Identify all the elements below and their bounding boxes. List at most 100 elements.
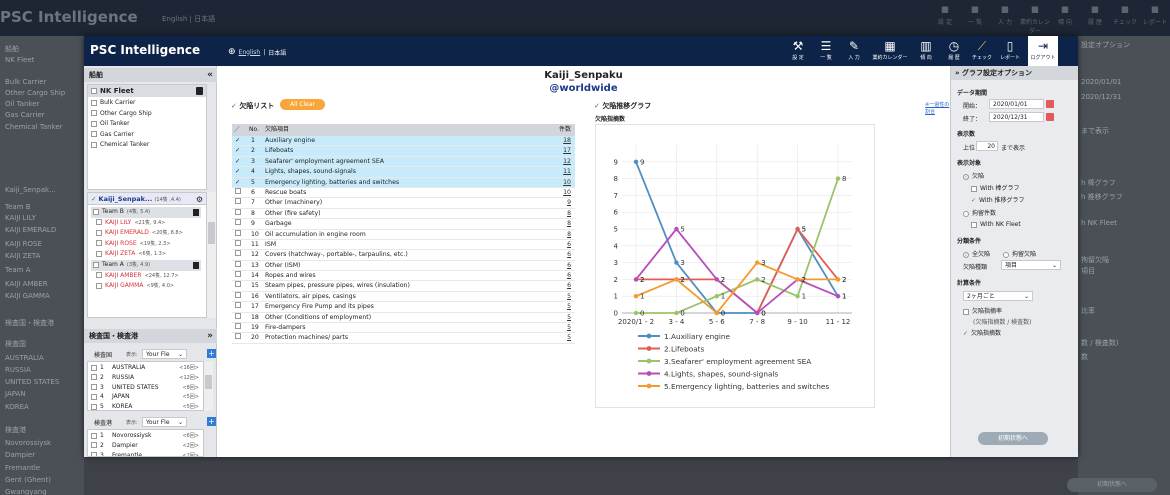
toolbar-list-button[interactable]: ☰ 一 覧 [812,36,840,66]
row-count-link[interactable]: 8 [567,209,571,217]
checkbox[interactable] [93,208,99,215]
ship-row[interactable]: KAIJI LILY <21隻, 9.4> [96,218,206,229]
table-row[interactable]: 10 Oil accumulation in engine room 8 [232,229,575,240]
ports-item[interactable]: 3 Fremantle <2回> [91,451,201,456]
checkbox[interactable] [91,110,97,117]
collapse-left-icon[interactable]: « [207,70,213,80]
fleet-title-row[interactable]: NK Fleet [88,85,206,97]
ship-row[interactable]: KAIJI AMBER <24隻, 12.7> [96,271,206,282]
table-row[interactable]: ✓ 5 Emergency lighting, batteries and swit… [232,177,575,188]
team-info-icon[interactable] [193,209,199,216]
toolbar-document-button[interactable]: ▯ レポート [996,36,1024,66]
table-row[interactable]: ✓ 1 Auxiliary engine 18 [232,136,575,147]
row-count-link[interactable]: 5 [567,334,571,342]
checkbox[interactable] [91,452,97,456]
team-row[interactable]: Team B (4隻, 5.4) [91,207,201,218]
fleet-info-icon[interactable] [196,87,203,95]
toolbar-pen-button[interactable]: ✎ 入 力 [840,36,868,66]
table-row[interactable]: 13 Other (ISM) 6 [232,260,575,272]
fleet-type-item[interactable]: Other Cargo Ship [91,109,152,120]
table-row[interactable]: 18 Other (Conditions of employment) 5 [232,312,575,324]
table-row[interactable]: 16 Ventilators, air pipes, casings 5 [232,291,575,303]
row-count-link[interactable]: 9 [567,199,571,207]
table-row[interactable]: 19 Fire-dampers 5 [232,323,575,334]
target-detention-radio[interactable]: 拘留件数 [963,208,996,217]
row-count-link[interactable]: 10 [563,178,571,186]
ship-row[interactable]: KAIJI GAMMA <9隻, 4.0> [96,281,206,292]
checkbox[interactable] [91,393,97,400]
table-row[interactable]: 9 Garbage 8 [232,219,575,230]
table-row[interactable]: 15 Steam pipes, pressure pipes, wires (in… [232,281,575,292]
all-clear-button[interactable]: All Clear [280,99,325,110]
checkbox[interactable] [96,250,102,257]
ship-row[interactable]: KAIJI ROSE <19隻, 2.3> [96,239,206,250]
row-checkbox[interactable]: ✓ [235,178,241,186]
checkbox[interactable] [91,141,97,148]
chart-toggle-icon[interactable]: ⟋ [234,125,240,134]
top-count-input[interactable]: 20 [976,141,998,151]
ports-item[interactable]: 2 Dampier <2回> [91,441,201,452]
row-count-link[interactable]: 5 [567,292,571,300]
def-type-select[interactable]: 項目 ⌄ [1001,260,1061,270]
row-count-link[interactable]: 5 [567,324,571,332]
team-row[interactable]: Team A (3隻, 4.9) [91,260,201,271]
table-row[interactable]: 12 Covers (hatchway-, portable-, tarpauli… [232,250,575,261]
checkbox[interactable] [96,219,102,226]
ship-row[interactable]: KAIJI EMERALD <20隻, 8.8> [96,228,206,239]
expand-icon[interactable]: » [955,69,960,77]
row-count-link[interactable]: 6 [567,240,571,248]
country-scrollbar[interactable] [204,361,213,411]
row-count-link[interactable]: 8 [567,230,571,238]
countries-item[interactable]: 2 RUSSIA <12回> [91,373,201,384]
checkbox[interactable] [93,261,99,268]
toolbar-chart-button[interactable]: ⟋ チェック [968,36,996,66]
checkbox[interactable] [96,240,102,247]
add-port-button[interactable]: + [207,417,216,426]
with-bar-checkbox[interactable]: With 棒グラフ [971,183,1020,192]
end-date-input[interactable]: 2020/12/31 [989,112,1044,122]
fleet-type-item[interactable]: Gas Carrier [91,130,134,141]
checkbox[interactable] [91,442,97,449]
collapse-inspect-icon[interactable]: » [207,331,213,341]
row-count-link[interactable]: 8 [567,220,571,228]
fleet-type-item[interactable]: Chemical Tanker [91,140,149,151]
row-checkbox[interactable]: ✓ [235,137,241,144]
row-count-link[interactable]: 12 [563,157,571,165]
rate-checkbox[interactable]: 欠陥指摘率 [963,306,1002,315]
all-deficiency-radio[interactable]: 全欠陥 [963,249,990,258]
table-row[interactable]: 14 Ropes and wires 6 [232,271,575,282]
checkbox[interactable] [91,131,97,138]
gear-icon[interactable]: ⚙ [195,195,203,204]
toolbar-tools-button[interactable]: ⚒ 設 定 [784,36,812,66]
groups-scrollbar[interactable] [207,192,216,318]
row-checkbox[interactable]: ✓ [235,147,241,155]
checkbox[interactable] [91,384,97,391]
countries-item[interactable]: 1 AUSTRALIA <16回> [91,363,201,374]
table-row[interactable]: 7 Other (machinery) 9 [232,198,575,209]
checkbox[interactable] [91,364,97,371]
table-row[interactable]: ✓ 3 Seafarer' employment agreement SEA 12 [232,156,575,168]
row-checkbox[interactable]: ✓ [235,168,241,176]
checkbox[interactable] [91,374,97,381]
table-row[interactable]: ✓ 2 Lifeboats 17 [232,146,575,157]
toolbar-calendar-button[interactable]: ▦ 業約カレンダー [868,36,912,66]
add-country-button[interactable]: + [207,349,216,358]
row-count-link[interactable]: 6 [567,272,571,280]
country-filter-select[interactable]: Your Fle ⌄ [142,349,187,359]
with-nk-checkbox[interactable]: With NK Fleet [971,221,1021,228]
with-trend-checkbox[interactable]: ✓ With 推移グラフ [971,197,1025,204]
row-count-link[interactable]: 6 [567,261,571,269]
row-count-link[interactable]: 18 [563,137,571,144]
checkbox[interactable] [96,272,102,279]
checkbox[interactable] [91,403,97,410]
calendar-icon[interactable] [1046,100,1054,108]
row-count-link[interactable]: 5 [567,313,571,321]
lang-english-link[interactable]: English [238,48,261,56]
checkbox[interactable] [91,99,97,106]
row-count-link[interactable]: 10 [563,188,571,196]
calendar-icon[interactable] [1046,113,1054,121]
row-checkbox[interactable]: ✓ [235,157,241,165]
table-row[interactable]: 20 Protection machines/ parts 5 [232,333,575,344]
note-link[interactable]: ※一過性の割合 [925,102,950,115]
row-count-link[interactable]: 17 [563,147,571,155]
